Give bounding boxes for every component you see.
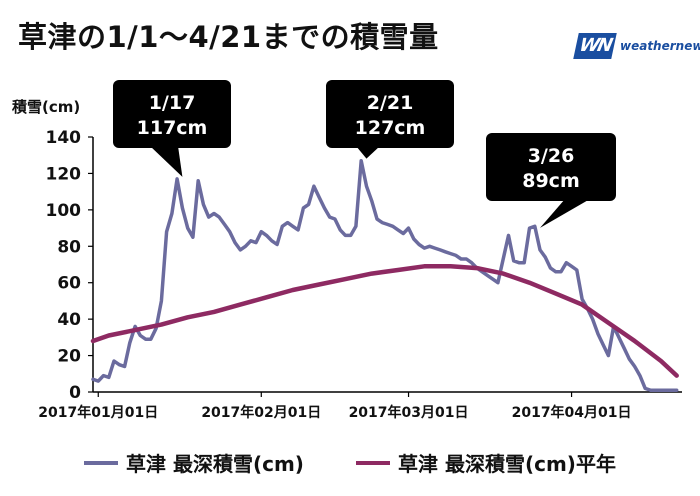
y-tick-label: 140 [46,128,82,148]
callout-pointer [356,146,380,159]
y-tick-label: 60 [57,274,81,294]
callout-pointer [150,146,183,177]
callout-date: 3/26 [528,145,575,167]
y-tick-label: 20 [57,347,81,367]
legend-label-1: 草津 最深積雪(cm) [126,452,304,476]
series-line-1 [91,158,679,392]
callout-value: 127cm [355,117,426,139]
weathernews-logo: WN weathernews [573,32,700,60]
callout-value: 89cm [522,170,580,192]
callout-date: 1/17 [149,92,196,114]
legend-swatch-2 [356,460,390,465]
callout-date: 2/21 [367,92,414,114]
series-lines [90,158,679,392]
y-tick-label: 100 [46,201,82,221]
legend-label-2: 草津 最深積雪(cm)平年 [398,452,616,476]
series-line-2 [90,264,679,378]
callouts: 1/17 117cm 2/21 127cm 3/26 89cm [113,80,616,228]
callout-box [486,133,616,201]
callout-box [326,80,454,148]
x-tick-label: 2017年03月01日 [349,404,469,421]
legend: 草津 最深積雪(cm) 草津 最深積雪(cm)平年 [0,448,700,478]
y-tick-label: 120 [46,164,82,184]
legend-item-1: 草津 最深積雪(cm) [84,448,304,477]
logo-text: weathernews [620,39,700,53]
legend-item-2: 草津 最深積雪(cm)平年 [356,448,616,477]
x-tick-label: 2017年02月01日 [201,404,321,421]
legend-swatch-1 [84,460,118,465]
chart-title: 草津の1/1〜4/21までの積雪量 [18,20,439,54]
y-axis-label: 積雪(cm) [11,98,80,116]
x-tick-label: 2017年01月01日 [38,404,158,421]
callout-pointer [540,199,590,228]
axes: 積雪(cm) 0 20 40 60 80 100 120 140 2017年01月01日 2017年… [11,98,682,421]
callout-value: 117cm [137,117,208,139]
y-tick-label: 0 [69,383,81,403]
y-tick-label: 80 [57,237,81,257]
y-tick-label: 40 [57,310,81,330]
callout-box [113,80,231,148]
x-tick-label: 2017年04月01日 [512,404,632,421]
